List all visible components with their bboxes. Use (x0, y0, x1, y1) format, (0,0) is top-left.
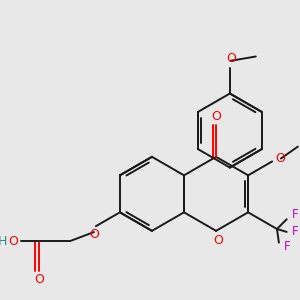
Text: O: O (89, 227, 99, 241)
Text: O: O (34, 273, 44, 286)
Text: O: O (9, 235, 19, 248)
Text: O: O (211, 110, 221, 123)
Text: F: F (292, 208, 299, 221)
Text: O: O (213, 234, 223, 247)
Text: F: F (292, 225, 299, 239)
Text: H: H (0, 235, 8, 248)
Text: O: O (275, 152, 285, 165)
Text: F: F (284, 240, 290, 253)
Text: O: O (226, 52, 236, 65)
